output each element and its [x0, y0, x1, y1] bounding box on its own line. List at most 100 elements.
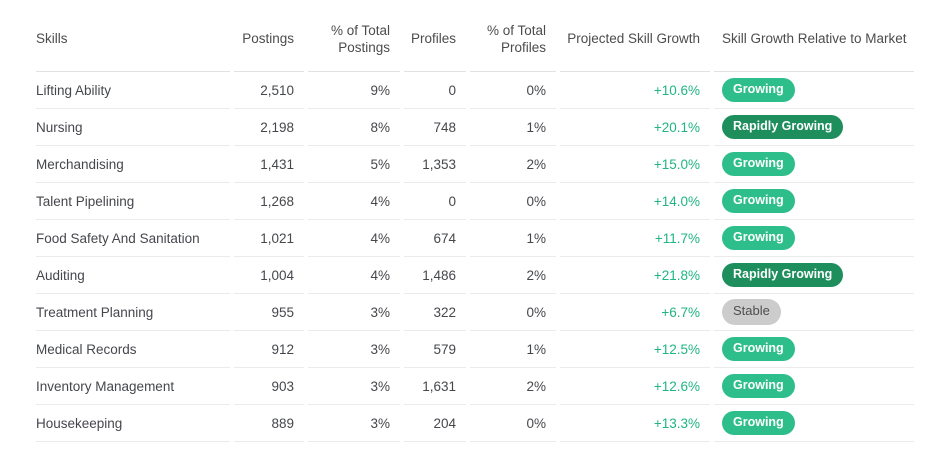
cell-growth_relative: Rapidly Growing	[714, 257, 914, 294]
cell-pct_postings: 9%	[308, 72, 400, 109]
skills-table: Skills Postings % of Total Postings Prof…	[32, 16, 918, 442]
growth-badge: Rapidly Growing	[722, 114, 844, 140]
cell-profiles: 1,353	[404, 146, 466, 183]
table-row: Talent Pipelining 1,268 4% 0 0% +14.0% Growing	[36, 183, 914, 220]
cell-postings: 903	[234, 368, 304, 405]
table-row: Inventory Management 903 3% 1,631 2% +12.6% Gr…	[36, 368, 914, 405]
growth-badge: Growing	[722, 225, 795, 251]
cell-pct_postings: 4%	[308, 257, 400, 294]
column-header-profiles: Profiles	[404, 16, 466, 72]
cell-growth_relative: Rapidly Growing	[714, 109, 914, 146]
cell-postings: 1,021	[234, 220, 304, 257]
cell-projected_growth: +10.6%	[560, 72, 710, 109]
cell-growth_relative: Growing	[714, 146, 914, 183]
cell-profiles: 322	[404, 294, 466, 331]
growth-badge: Growing	[722, 373, 795, 399]
cell-postings: 955	[234, 294, 304, 331]
cell-pct_postings: 3%	[308, 368, 400, 405]
table-row: Nursing 2,198 8% 748 1% +20.1% Rapidly Growing	[36, 109, 914, 146]
cell-projected_growth: +15.0%	[560, 146, 710, 183]
table-row: Treatment Planning 955 3% 322 0% +6.7% Stable	[36, 294, 914, 331]
cell-growth_relative: Growing	[714, 72, 914, 109]
growth-badge: Growing	[722, 77, 795, 103]
cell-projected_growth: +12.5%	[560, 331, 710, 368]
cell-skill: Medical Records	[36, 331, 230, 368]
header-row: Skills Postings % of Total Postings Prof…	[36, 16, 914, 72]
table-row: Medical Records 912 3% 579 1% +12.5% Growing	[36, 331, 914, 368]
cell-profiles: 1,631	[404, 368, 466, 405]
cell-pct_postings: 5%	[308, 146, 400, 183]
cell-growth_relative: Growing	[714, 368, 914, 405]
cell-projected_growth: +20.1%	[560, 109, 710, 146]
cell-profiles: 0	[404, 183, 466, 220]
cell-postings: 2,198	[234, 109, 304, 146]
column-header-growth-relative: Skill Growth Relative to Market	[714, 16, 914, 72]
growth-badge: Growing	[722, 410, 795, 436]
cell-projected_growth: +21.8%	[560, 257, 710, 294]
cell-pct_profiles: 1%	[470, 109, 556, 146]
cell-profiles: 204	[404, 405, 466, 442]
cell-profiles: 579	[404, 331, 466, 368]
cell-skill: Merchandising	[36, 146, 230, 183]
cell-pct_profiles: 1%	[470, 220, 556, 257]
table-row: Food Safety And Sanitation 1,021 4% 674 1% +1…	[36, 220, 914, 257]
cell-growth_relative: Growing	[714, 220, 914, 257]
column-header-postings: Postings	[234, 16, 304, 72]
cell-projected_growth: +12.6%	[560, 368, 710, 405]
table-header: Skills Postings % of Total Postings Prof…	[36, 16, 914, 72]
cell-pct_profiles: 0%	[470, 405, 556, 442]
growth-badge: Rapidly Growing	[722, 262, 844, 288]
cell-growth_relative: Growing	[714, 405, 914, 442]
cell-skill: Inventory Management	[36, 368, 230, 405]
cell-skill: Housekeeping	[36, 405, 230, 442]
cell-projected_growth: +14.0%	[560, 183, 710, 220]
cell-profiles: 1,486	[404, 257, 466, 294]
growth-badge: Growing	[722, 151, 795, 177]
cell-skill: Lifting Ability	[36, 72, 230, 109]
table-row: Housekeeping 889 3% 204 0% +13.3% Growing	[36, 405, 914, 442]
cell-pct_profiles: 2%	[470, 368, 556, 405]
cell-postings: 912	[234, 331, 304, 368]
table-body: Lifting Ability 2,510 9% 0 0% +10.6% Growing Nu…	[36, 72, 914, 442]
cell-pct_profiles: 1%	[470, 331, 556, 368]
cell-projected_growth: +11.7%	[560, 220, 710, 257]
cell-profiles: 0	[404, 72, 466, 109]
table-row: Auditing 1,004 4% 1,486 2% +21.8% Rapidly Grow…	[36, 257, 914, 294]
growth-badge: Growing	[722, 336, 795, 362]
cell-skill: Talent Pipelining	[36, 183, 230, 220]
cell-growth_relative: Growing	[714, 331, 914, 368]
cell-skill: Treatment Planning	[36, 294, 230, 331]
cell-pct_profiles: 0%	[470, 72, 556, 109]
growth-badge: Growing	[722, 188, 795, 214]
cell-pct_profiles: 0%	[470, 294, 556, 331]
cell-growth_relative: Stable	[714, 294, 914, 331]
cell-pct_profiles: 2%	[470, 257, 556, 294]
cell-pct_profiles: 2%	[470, 146, 556, 183]
growth-badge: Stable	[722, 299, 781, 325]
cell-projected_growth: +6.7%	[560, 294, 710, 331]
column-header-projected-growth: Projected Skill Growth	[560, 16, 710, 72]
table-row: Lifting Ability 2,510 9% 0 0% +10.6% Growing	[36, 72, 914, 109]
cell-postings: 1,268	[234, 183, 304, 220]
cell-pct_postings: 3%	[308, 331, 400, 368]
cell-profiles: 674	[404, 220, 466, 257]
cell-profiles: 748	[404, 109, 466, 146]
cell-skill: Food Safety And Sanitation	[36, 220, 230, 257]
cell-pct_postings: 4%	[308, 183, 400, 220]
cell-projected_growth: +13.3%	[560, 405, 710, 442]
cell-pct_postings: 4%	[308, 220, 400, 257]
table-row: Merchandising 1,431 5% 1,353 2% +15.0% Growing	[36, 146, 914, 183]
cell-pct_postings: 3%	[308, 294, 400, 331]
cell-postings: 889	[234, 405, 304, 442]
cell-pct_postings: 3%	[308, 405, 400, 442]
cell-postings: 1,004	[234, 257, 304, 294]
cell-skill: Auditing	[36, 257, 230, 294]
column-header-skills: Skills	[36, 16, 230, 72]
skills-table-container: Skills Postings % of Total Postings Prof…	[32, 16, 918, 442]
cell-pct_profiles: 0%	[470, 183, 556, 220]
column-header-pct-total-postings: % of Total Postings	[308, 16, 400, 72]
cell-postings: 1,431	[234, 146, 304, 183]
cell-pct_postings: 8%	[308, 109, 400, 146]
column-header-pct-total-profiles: % of Total Profiles	[470, 16, 556, 72]
cell-growth_relative: Growing	[714, 183, 914, 220]
